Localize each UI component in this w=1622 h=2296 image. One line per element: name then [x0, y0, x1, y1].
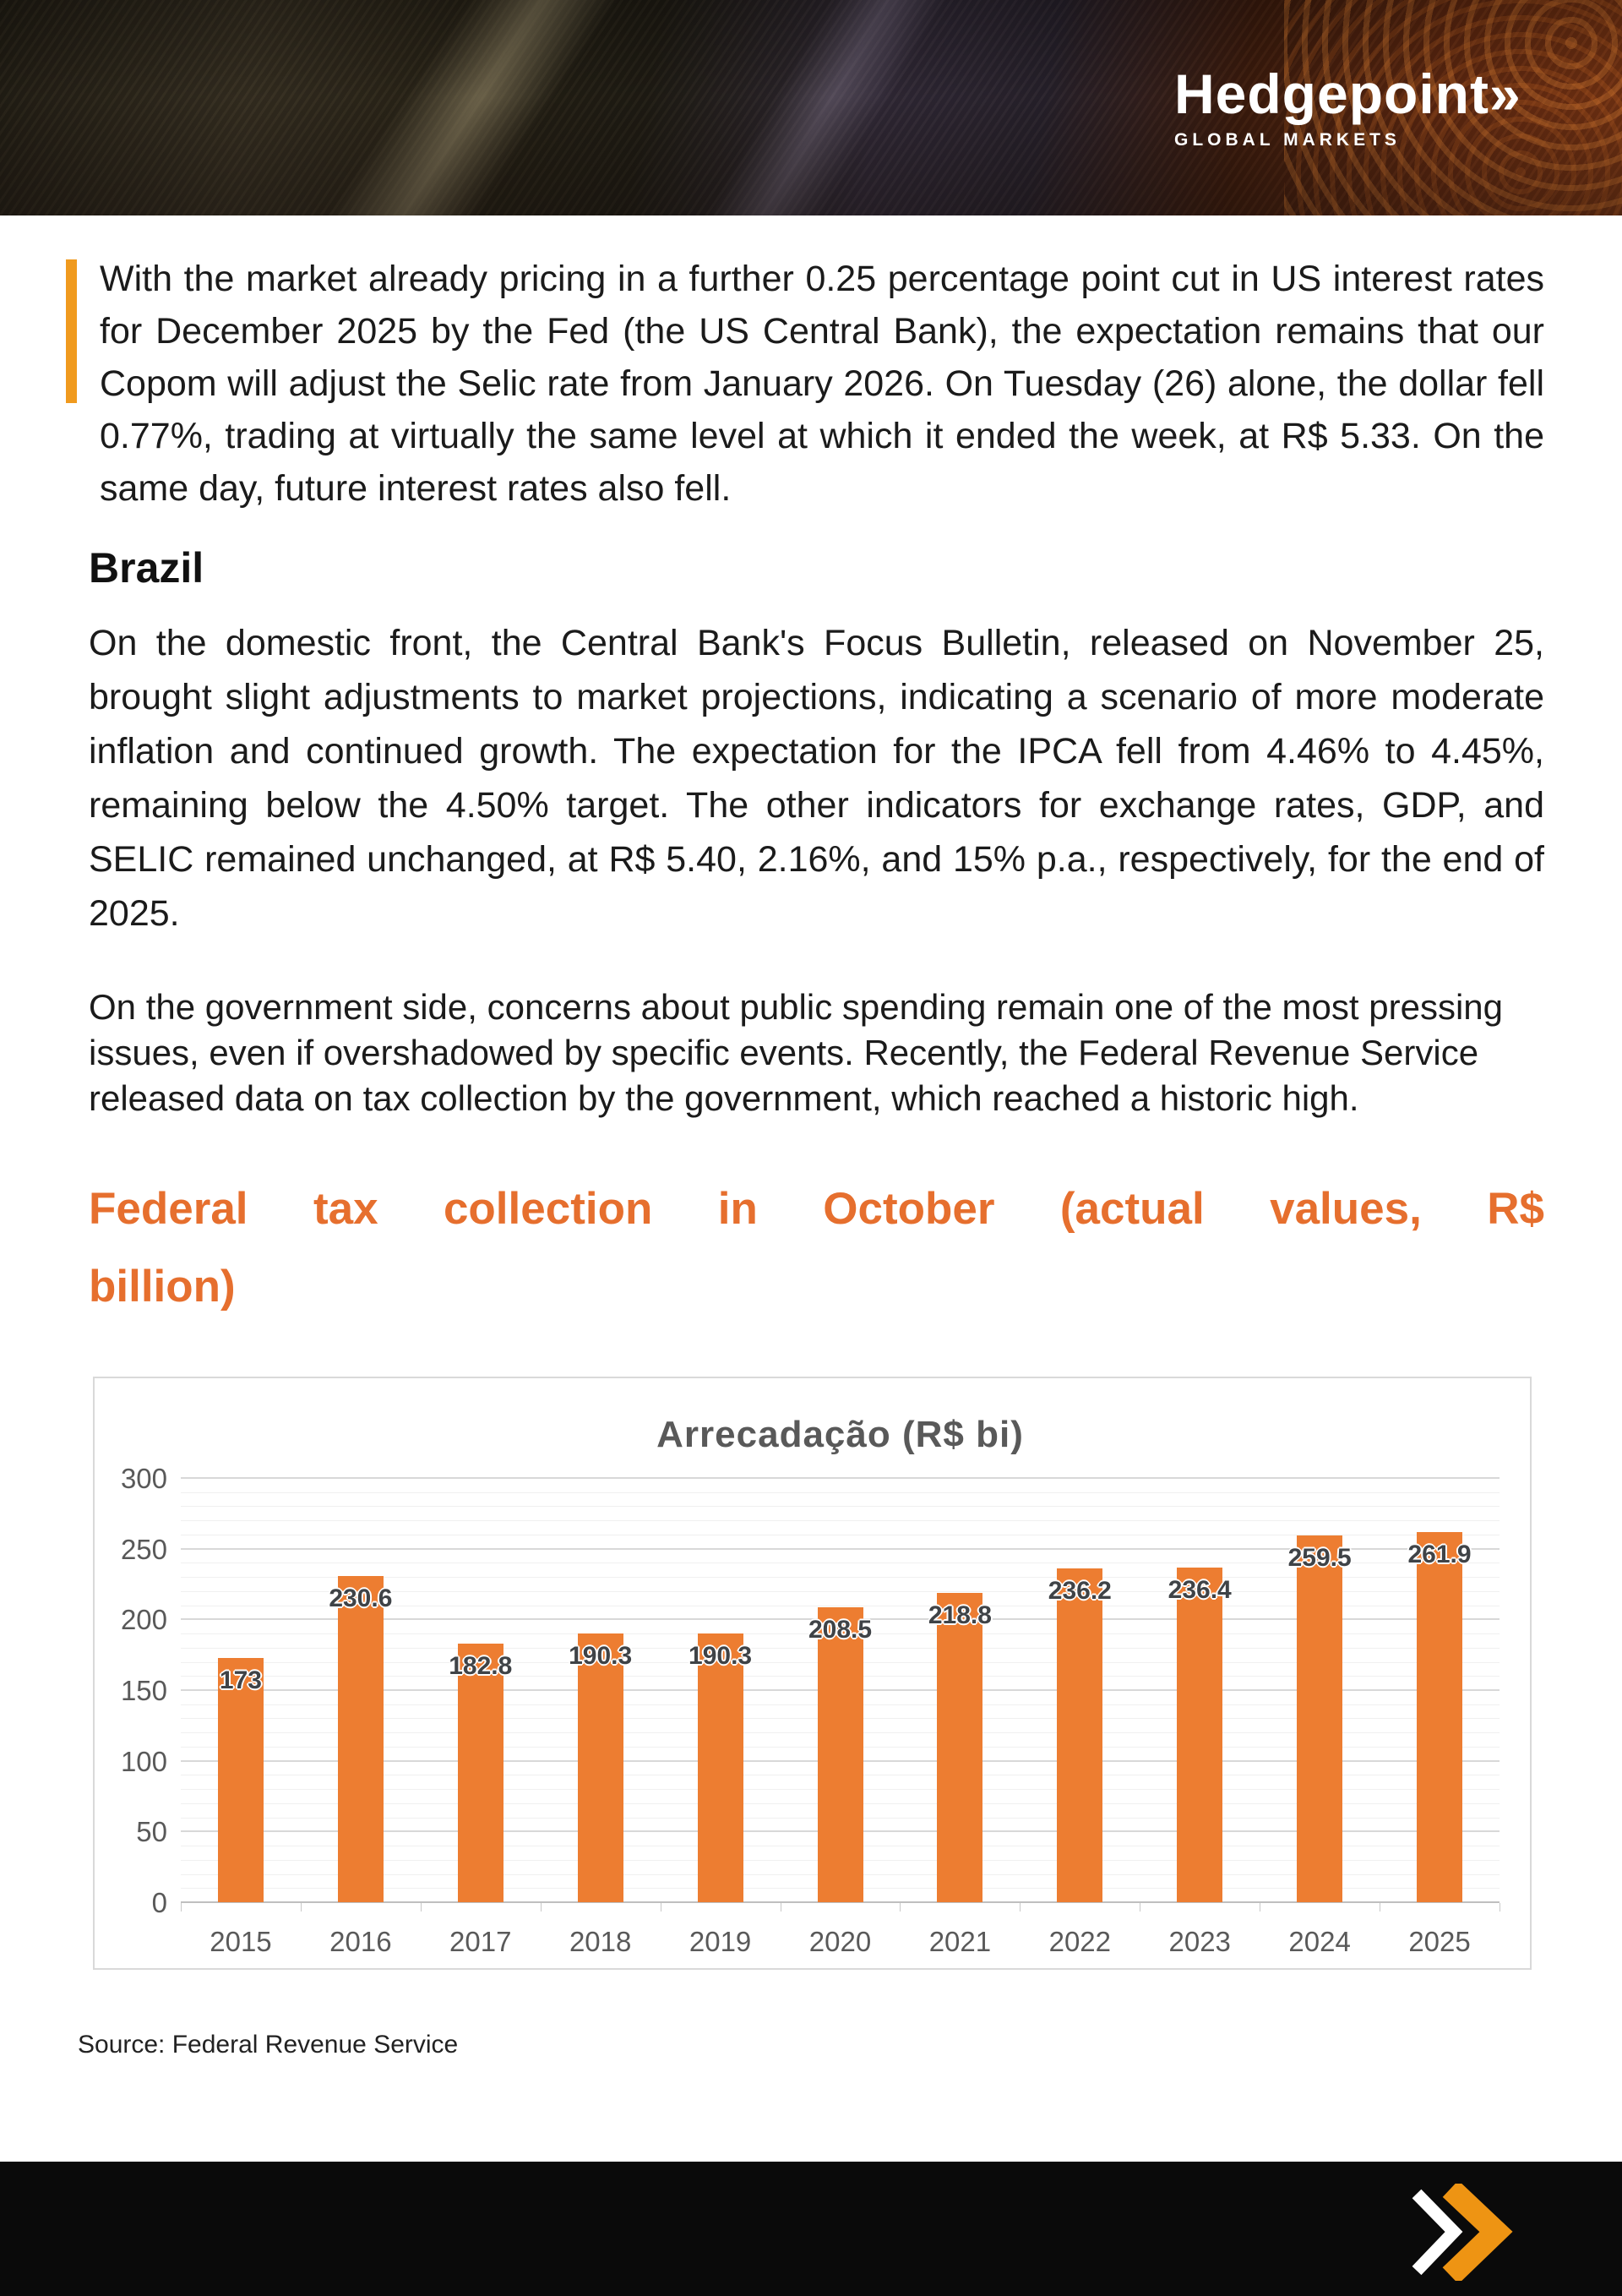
bar-value-label-2017: 182.8 [449, 1652, 513, 1681]
bar-2023 [1177, 1568, 1223, 1902]
y-axis-tick-label: 100 [120, 1745, 167, 1777]
x-axis-line [181, 1901, 1500, 1903]
bar-2018 [577, 1633, 623, 1902]
intro-quote-paragraph: With the market already pricing in a fur… [100, 259, 1544, 509]
photo-vignette [0, 0, 1622, 215]
bar-2017 [457, 1644, 503, 1902]
x-axis-tick [900, 1903, 901, 1912]
chart-heading-line-2: billion) [89, 1262, 236, 1312]
logo-tagline: GLOBAL MARKETS [1174, 130, 1401, 150]
brazil-paragraph-2: On the government side, concerns about p… [89, 987, 1503, 1118]
chart-title: Arrecadação (R$ bi) [656, 1414, 1024, 1455]
tax-collection-bar-chart: Arrecadação (R$ bi) 0 50 100 150 200 250 300 17… [93, 1377, 1532, 1970]
x-axis-tick [540, 1903, 542, 1912]
hedgepoint-logo: Hedgepoint» GLOBAL MARKETS [1174, 66, 1521, 150]
quote-accent-bar [66, 259, 77, 403]
bar-2024 [1297, 1535, 1343, 1902]
bar-value-label-2020: 208.5 [808, 1616, 873, 1644]
logo-wordmark: Hedgepoint» [1174, 66, 1521, 122]
x-axis-label-2018: 2018 [569, 1926, 632, 1957]
brazil-section-heading: Brazil [89, 544, 204, 592]
bar-value-label-2018: 190.3 [569, 1641, 633, 1670]
bar-2016 [337, 1576, 384, 1902]
banknote-ornate-pattern [1284, 0, 1622, 215]
gridline-minor [181, 1577, 1500, 1579]
x-axis-label-2021: 2021 [928, 1926, 992, 1957]
y-axis-tick-label: 200 [120, 1604, 167, 1636]
bar-value-label-2021: 218.8 [928, 1601, 992, 1629]
page-footer [0, 2162, 1622, 2296]
x-axis-label-2015: 2015 [210, 1926, 272, 1957]
logo-name: Hedgepoint [1174, 63, 1489, 125]
bar-2022 [1057, 1568, 1103, 1902]
footer-chevron-white [1412, 2189, 1463, 2276]
footer-double-chevron-icon [1412, 2184, 1513, 2281]
bar-2019 [697, 1633, 743, 1902]
x-axis-label-2024: 2024 [1288, 1926, 1351, 1957]
y-axis-tick-label: 0 [151, 1887, 167, 1918]
gridline-minor [181, 1520, 1500, 1522]
bar-2020 [817, 1607, 863, 1902]
x-axis-tick [1020, 1903, 1021, 1912]
gridline-minor [181, 1590, 1500, 1592]
chart-heading-line-1: Federal tax collection in October (actua… [89, 1184, 1544, 1234]
bar-2015 [217, 1657, 264, 1902]
currency-photo-header: Hedgepoint» GLOBAL MARKETS [0, 0, 1622, 215]
x-axis-label-2016: 2016 [329, 1926, 392, 1957]
gridline-minor [181, 1562, 1500, 1564]
x-axis-label-2025: 2025 [1408, 1926, 1471, 1957]
x-axis-label-2022: 2022 [1048, 1926, 1112, 1957]
y-axis-tick-label: 250 [120, 1533, 167, 1565]
x-axis-label-2023: 2023 [1168, 1926, 1231, 1957]
footer-chevron-orange [1442, 2184, 1513, 2281]
chart-section-heading: Federal tax collection in October (actua… [89, 1170, 1544, 1326]
x-axis-tick [420, 1903, 422, 1912]
x-axis-label-2019: 2019 [689, 1926, 752, 1957]
bar-2021 [937, 1592, 983, 1902]
gridline-major [181, 1547, 1500, 1550]
bar-value-label-2022: 236.2 [1048, 1576, 1112, 1605]
x-axis-tick [181, 1903, 182, 1912]
logo-chevron-icon: » [1489, 63, 1521, 125]
banknote-engraving-texture [0, 0, 1622, 215]
bar-value-label-2019: 190.3 [689, 1641, 753, 1670]
y-axis-tick-label: 300 [120, 1463, 167, 1494]
gridline-minor [181, 1506, 1500, 1508]
bar-value-label-2025: 261.9 [1407, 1540, 1472, 1568]
x-axis-label-2017: 2017 [449, 1926, 512, 1957]
bar-2025 [1417, 1531, 1463, 1902]
bar-value-label-2016: 230.6 [329, 1584, 393, 1613]
gridline-major [181, 1477, 1500, 1479]
bar-value-label-2015: 173 [219, 1666, 262, 1694]
x-axis-label-2020: 2020 [808, 1926, 872, 1957]
y-axis-tick-label: 50 [136, 1816, 167, 1848]
bar-value-label-2024: 259.5 [1287, 1543, 1352, 1572]
source-note: Source: Federal Revenue Service [78, 2031, 459, 2059]
intro-quote-block: With the market already pricing in a fur… [66, 253, 1544, 515]
brazil-paragraph-1: On the domestic front, the Central Bank'… [89, 623, 1544, 934]
gridline-minor [181, 1492, 1500, 1493]
x-axis-tick [300, 1903, 302, 1912]
y-axis-tick-label: 150 [120, 1675, 167, 1706]
page-content: With the market already pricing in a fur… [0, 215, 1622, 2059]
bar-value-label-2023: 236.4 [1168, 1576, 1232, 1605]
currency-photo-base [0, 0, 1622, 215]
